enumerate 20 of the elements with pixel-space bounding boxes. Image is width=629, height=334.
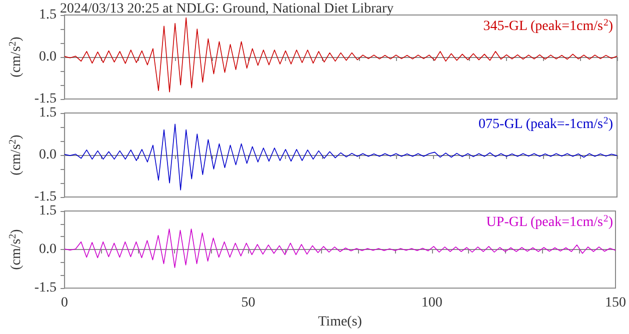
y-tick-label: -1.5 bbox=[34, 280, 57, 296]
x-tick-label: 0 bbox=[61, 296, 68, 311]
y-axis-title: (cm/s2) bbox=[8, 134, 24, 176]
y-tick-label: 1.5 bbox=[39, 204, 57, 218]
x-tick-label: 100 bbox=[421, 296, 442, 311]
y-tick-label: 0.0 bbox=[39, 50, 57, 64]
y-tick-label: 0.0 bbox=[39, 242, 57, 258]
y-tick-label: 1.5 bbox=[39, 106, 57, 120]
y-tick-label: 0.0 bbox=[39, 148, 57, 162]
y-tick-label: -1.5 bbox=[34, 190, 57, 204]
line-series bbox=[64, 228, 616, 268]
x-tick-label: 50 bbox=[241, 296, 256, 311]
y-tick-label: 1.5 bbox=[39, 8, 57, 22]
y-tick-label: -1.5 bbox=[34, 92, 57, 106]
x-tick-label: 150 bbox=[605, 296, 626, 311]
y-axis-title: (cm/s2) bbox=[8, 36, 24, 78]
x-axis-title: Time(s) bbox=[318, 314, 362, 330]
chart-title: 2024/03/13 20:25 at NDLG: Ground, National Diet Library bbox=[60, 2, 394, 16]
y-axis-title: (cm/s2) bbox=[8, 228, 24, 270]
line-series bbox=[64, 17, 618, 92]
